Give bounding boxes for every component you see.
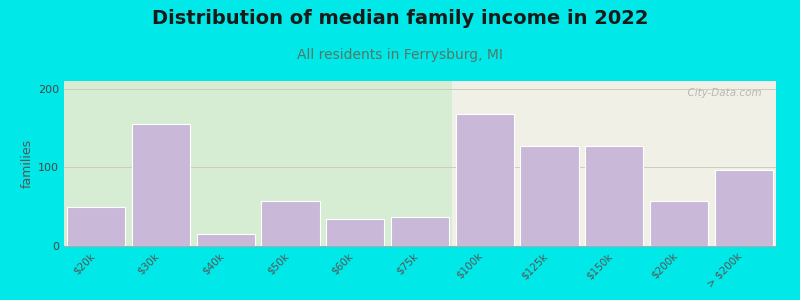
- Bar: [714, 170, 773, 246]
- Bar: [456, 114, 514, 246]
- Bar: [650, 201, 708, 246]
- Bar: [520, 146, 578, 246]
- Bar: [64, 81, 452, 246]
- Bar: [67, 207, 126, 246]
- Text: City-Data.com: City-Data.com: [681, 88, 762, 98]
- Bar: [585, 146, 643, 246]
- Bar: [391, 217, 449, 246]
- Y-axis label: families: families: [21, 139, 34, 188]
- Bar: [132, 124, 190, 246]
- Bar: [326, 218, 385, 246]
- Text: Distribution of median family income in 2022: Distribution of median family income in …: [152, 9, 648, 28]
- Text: All residents in Ferrysburg, MI: All residents in Ferrysburg, MI: [297, 48, 503, 62]
- Bar: [262, 201, 320, 246]
- Bar: [197, 234, 255, 246]
